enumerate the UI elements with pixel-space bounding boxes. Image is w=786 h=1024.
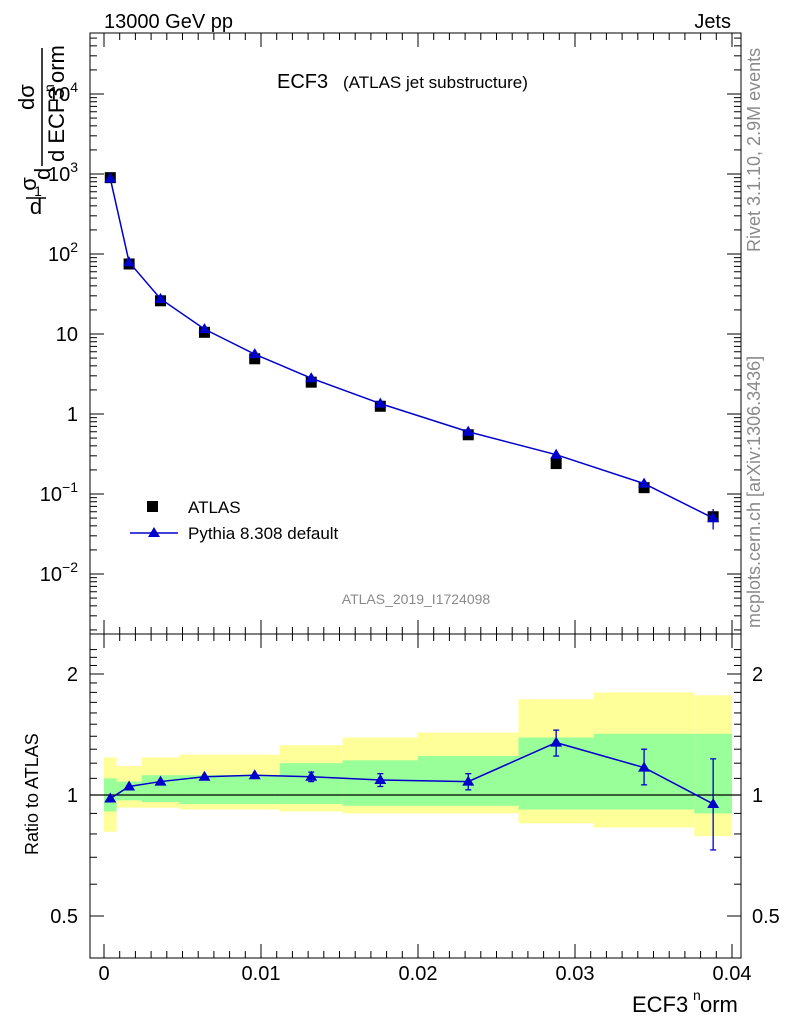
svg-text:dσ: dσ [14, 84, 39, 110]
svg-text:orm: orm [44, 45, 69, 83]
main-y-tick-label: 102 [48, 239, 78, 266]
svg-text:n: n [693, 987, 701, 1003]
main-plot-frame [89, 32, 742, 635]
ratio-y-tick-label-right: 1 [752, 785, 763, 807]
ratio-y-tick-label-left: 0.5 [50, 906, 78, 928]
process-label: Jets [694, 11, 731, 33]
atlas-data-point [550, 458, 562, 470]
ratio-y-tick-label-left: 1 [67, 785, 78, 807]
pythia-data-point [154, 292, 167, 303]
x-tick-label: 0.04 [713, 963, 752, 985]
main-y-tick-label: 104 [48, 79, 78, 106]
svg-text:d: d [30, 194, 42, 219]
chart-title: ECF3 [277, 71, 328, 93]
atlas-data-point [638, 482, 650, 494]
svg-text:d: d [30, 168, 55, 180]
mcplots-label: mcplots.cern.ch [arXiv:1306.3436] [744, 356, 764, 628]
x-axis-label: ECF3 n orm [632, 987, 738, 1017]
pythia-data-point [104, 172, 117, 183]
x-tick-label: 0.03 [556, 963, 595, 985]
main-y-tick-label: 10−1 [40, 479, 78, 506]
pythia-data-point [638, 477, 651, 488]
ratio-data-point [707, 797, 720, 808]
rivet-version-label: Rivet 3.1.10, 2.9M events [744, 48, 764, 252]
ratio-data-point [123, 780, 136, 791]
ratio-y-axis-label: Ratio to ATLAS [22, 733, 42, 855]
svg-text:1: 1 [34, 183, 42, 199]
pythia-line [109, 178, 714, 519]
main-y-tick-label: 1 [67, 404, 78, 426]
legend: ATLAS Pythia 8.308 default [130, 498, 339, 543]
pythia-data-point [707, 512, 720, 523]
main-y-tick-label: 10 [56, 324, 78, 346]
svg-text:σ: σ [16, 177, 41, 191]
legend-atlas-label: ATLAS [188, 498, 241, 517]
stat-uncertainty-band [229, 775, 280, 804]
x-tick-label: 0.01 [242, 963, 281, 985]
pythia-data-point [462, 425, 475, 436]
atlas-data-point [249, 353, 261, 365]
pythia-data-point [305, 372, 318, 383]
pythia-data-point [123, 256, 136, 267]
ratio-plot-frame [89, 633, 742, 959]
ratio-data-point [198, 770, 211, 781]
ratio-data-point [462, 775, 475, 786]
ratio-data-point [550, 736, 563, 747]
pythia-data-point [374, 397, 387, 408]
svg-text:n: n [41, 84, 57, 92]
main-y-tick-label: 10−2 [40, 559, 78, 586]
ratio-data-point [104, 792, 117, 803]
x-tick-label: 0.02 [399, 963, 438, 985]
main-y-tick-label: 103 [48, 159, 78, 186]
ratio-y-tick-label-left: 2 [67, 664, 78, 686]
svg-text:ECF3: ECF3 [632, 992, 688, 1017]
ratio-data-point [248, 769, 261, 780]
ratio-data-point [154, 775, 167, 786]
ratio-y-tick-label-right: 0.5 [752, 906, 780, 928]
legend-pythia-label: Pythia 8.308 default [188, 524, 339, 543]
ratio-data-point [638, 761, 651, 772]
chart-subtitle: (ATLAS jet substructure) [343, 73, 528, 92]
main-y-axis-label: d 1 σ d dσ d ECF3 n orm [14, 45, 69, 219]
pythia-data-point [198, 323, 211, 334]
collision-energy-label: 13000 GeV pp [104, 11, 233, 33]
ratio-y-tick-label-right: 2 [752, 664, 763, 686]
pythia-data-point [248, 348, 261, 359]
x-tick-label: 0 [98, 963, 109, 985]
stat-uncertainty-band [279, 763, 343, 804]
analysis-id-label: ATLAS_2019_I1724098 [342, 591, 491, 607]
svg-text:d ECF3: d ECF3 [44, 87, 69, 162]
legend-pythia-marker [148, 527, 160, 537]
legend-atlas-marker [147, 501, 158, 512]
ratio-data-point [374, 773, 387, 784]
ratio-data-point [305, 770, 318, 781]
pythia-data-point [550, 448, 563, 459]
svg-text:orm: orm [700, 992, 738, 1017]
